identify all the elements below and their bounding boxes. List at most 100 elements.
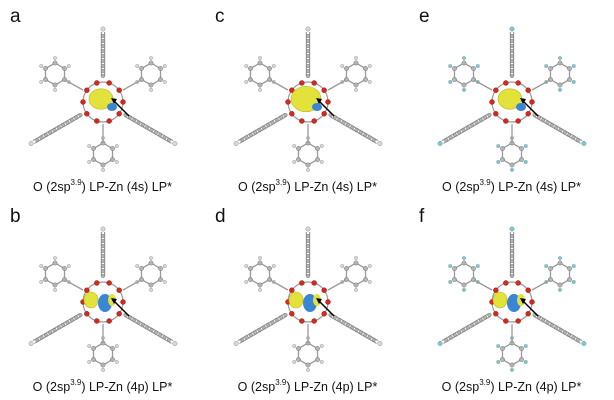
hydrogen-atom bbox=[172, 141, 178, 146]
fluorine-atom bbox=[571, 280, 576, 284]
carbon-atom bbox=[474, 320, 479, 325]
pointer-arrow bbox=[112, 299, 130, 317]
oxygen-atom bbox=[515, 118, 521, 124]
oxygen-atom bbox=[116, 87, 122, 93]
carbon-atom bbox=[575, 137, 580, 142]
carbon-atom bbox=[100, 244, 105, 249]
fluorine-atom bbox=[544, 264, 549, 268]
oxygen-atom bbox=[311, 318, 317, 324]
carbon-atom bbox=[519, 146, 524, 151]
carbon-atom bbox=[358, 330, 363, 335]
bond-line bbox=[64, 79, 84, 91]
carbon-atom bbox=[158, 132, 163, 137]
bond-line bbox=[269, 79, 289, 91]
oxygen-atom bbox=[321, 311, 327, 317]
carbon-atom bbox=[305, 44, 310, 49]
carbon-atom bbox=[136, 320, 141, 325]
phenyl-ring bbox=[140, 62, 162, 86]
oxygen-atom bbox=[515, 318, 521, 324]
hydrogen-atom bbox=[258, 56, 262, 60]
bond-line bbox=[122, 279, 142, 291]
fluorine-atom bbox=[558, 88, 562, 92]
phenyl-ring bbox=[345, 62, 367, 86]
hydrogen-atom bbox=[244, 280, 249, 284]
hydrogen-atom bbox=[367, 280, 372, 284]
carbon-atom bbox=[162, 335, 167, 340]
carbon-atom bbox=[474, 120, 479, 125]
carbon-atom bbox=[519, 157, 524, 162]
carbon-atom bbox=[470, 122, 475, 127]
hydrogen-atom bbox=[354, 88, 358, 92]
hydrogen-atom bbox=[87, 144, 92, 148]
phenyl-ring bbox=[549, 62, 571, 86]
molecule-structure-a bbox=[28, 26, 178, 172]
hydrogen-atom bbox=[367, 80, 372, 84]
hydrogen-atom bbox=[53, 288, 57, 292]
phenyl-ring bbox=[501, 342, 523, 366]
carbon-atom bbox=[253, 330, 258, 335]
carbon-atom bbox=[100, 263, 105, 268]
carbon-atom bbox=[457, 330, 462, 335]
bond-line bbox=[64, 279, 84, 291]
carbon-atom bbox=[166, 337, 171, 342]
carbon-atom bbox=[100, 68, 105, 73]
hydrogen-atom bbox=[340, 64, 345, 68]
hydrogen-atom bbox=[305, 26, 311, 32]
carbon-atom bbox=[305, 263, 310, 268]
carbon-atom bbox=[305, 49, 310, 54]
hydrogen-atom bbox=[66, 64, 71, 68]
hydrogen-atom bbox=[292, 144, 297, 148]
molecule-structure-d bbox=[233, 226, 383, 372]
carbon-atom bbox=[78, 112, 83, 117]
carbon-atom bbox=[500, 146, 505, 151]
oxygen-atom bbox=[299, 80, 305, 86]
carbon-atom bbox=[100, 34, 105, 39]
carbon-atom bbox=[305, 273, 310, 278]
fluorine-atom bbox=[496, 344, 501, 348]
carbon-atom bbox=[500, 346, 505, 351]
panel-b: b O (2sp3.9) LP-Zn (4p) LP* bbox=[0, 200, 205, 400]
oxygen-atom bbox=[503, 118, 509, 124]
hydrogen-atom bbox=[292, 160, 297, 164]
fluorine-atom bbox=[581, 141, 587, 146]
oxygen-atom bbox=[525, 87, 531, 93]
hydrogen-atom bbox=[28, 141, 34, 146]
hydrogen-atom bbox=[271, 264, 276, 268]
oxygen-atom bbox=[325, 99, 331, 105]
fluorine-atom bbox=[437, 141, 443, 146]
carbon-atom bbox=[461, 327, 466, 332]
oxygen-atom bbox=[285, 99, 291, 105]
oxygen-atom bbox=[321, 287, 327, 293]
hydrogen-atom bbox=[114, 160, 119, 164]
carbon-atom bbox=[48, 330, 53, 335]
carbon-atom bbox=[305, 268, 310, 273]
oxygen-atom bbox=[503, 80, 509, 86]
carbon-atom bbox=[509, 249, 514, 254]
phenyl-ring bbox=[44, 262, 66, 286]
oxygen-atom bbox=[529, 99, 535, 105]
carbon-atom bbox=[371, 337, 376, 342]
carbon-atom bbox=[567, 66, 572, 71]
oxygen-atom bbox=[116, 287, 122, 293]
hydrogen-atom bbox=[135, 64, 140, 68]
carbon-atom bbox=[100, 268, 105, 273]
carbon-atom bbox=[471, 66, 476, 71]
hydrogen-atom bbox=[319, 144, 324, 148]
oxygen-atom bbox=[525, 287, 531, 293]
pointer-arrowhead bbox=[520, 98, 526, 104]
carbon-atom bbox=[562, 130, 567, 135]
oxygen-atom bbox=[120, 299, 126, 305]
oxygen-atom bbox=[84, 111, 90, 117]
carbon-atom bbox=[444, 337, 449, 342]
hydrogen-atom bbox=[292, 344, 297, 348]
fluorine-atom bbox=[496, 360, 501, 364]
phenyl-ring bbox=[92, 342, 114, 366]
panel-a: a O (2sp3.9) LP-Zn (4s) LP* bbox=[0, 0, 205, 200]
carbon-atom bbox=[548, 266, 553, 271]
pointer-arrow bbox=[521, 99, 539, 117]
carbon-atom bbox=[240, 137, 245, 142]
fluorine-atom bbox=[475, 264, 480, 268]
carbon-atom bbox=[452, 77, 457, 82]
carbon-atom bbox=[509, 63, 514, 68]
pointer-arrow bbox=[112, 99, 130, 117]
